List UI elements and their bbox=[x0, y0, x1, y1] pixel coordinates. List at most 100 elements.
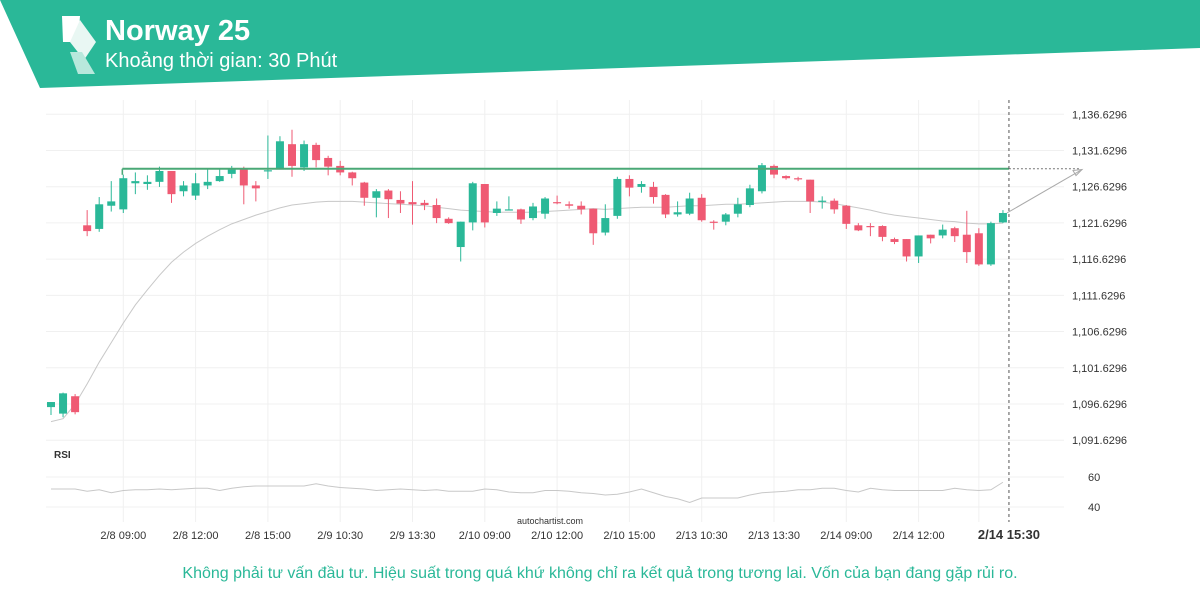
y-tick-label: 1,131.6296 bbox=[1072, 145, 1127, 157]
candle-body bbox=[155, 170, 164, 182]
candle-body bbox=[71, 396, 80, 413]
x-tick-label: 2/14 09:00 bbox=[820, 530, 872, 542]
page-title: Norway 25 bbox=[105, 15, 251, 47]
candle-body bbox=[637, 184, 646, 187]
candle-body bbox=[649, 186, 658, 198]
candle-body bbox=[998, 212, 1007, 223]
candle-body bbox=[143, 181, 152, 185]
x-tick-label: 2/8 12:00 bbox=[173, 530, 219, 542]
candle-body bbox=[227, 169, 236, 174]
candle-body bbox=[179, 185, 188, 192]
x-axis: 2/8 09:00 2/8 12:00 2/8 15:00 2/9 10:30 2/9 … bbox=[100, 527, 1040, 542]
projection-arrowhead-icon bbox=[1072, 168, 1084, 177]
x-tick-label: 2/10 12:00 bbox=[531, 530, 583, 542]
y-axis: 1,136.6296 1,131.6296 1,126.6296 1,121.6296… bbox=[1072, 109, 1127, 447]
candle-body bbox=[890, 239, 899, 242]
candle-body bbox=[203, 181, 212, 186]
moving-average-line bbox=[50, 200, 1003, 423]
candle-body bbox=[300, 144, 309, 168]
candle-body bbox=[251, 185, 260, 189]
candle-body bbox=[950, 228, 959, 237]
candle-body bbox=[384, 190, 393, 200]
header-banner: Norway 25 Khoảng thời gian: 30 Phút bbox=[0, 0, 1200, 90]
candle-body bbox=[938, 229, 947, 236]
candle-body bbox=[745, 188, 754, 206]
candle-body bbox=[986, 223, 995, 265]
candle-body bbox=[541, 198, 550, 214]
candlestick-series bbox=[47, 129, 1007, 418]
candle-body bbox=[589, 208, 598, 234]
header-background bbox=[0, 0, 1200, 88]
y-tick-label: 1,106.6296 bbox=[1072, 327, 1127, 339]
candle-body bbox=[625, 178, 634, 188]
candle-body bbox=[119, 178, 128, 210]
candle-body bbox=[685, 198, 694, 214]
candle-body bbox=[59, 393, 68, 414]
candle-body bbox=[348, 172, 357, 179]
y-tick-label: 1,121.6296 bbox=[1072, 218, 1127, 230]
candle-body bbox=[818, 200, 827, 202]
candle-body bbox=[914, 235, 923, 257]
rsi-tick-label: 40 bbox=[1088, 502, 1100, 514]
chart-overlays bbox=[121, 100, 1084, 522]
candle-body bbox=[733, 204, 742, 214]
candle-body bbox=[974, 233, 983, 265]
candle-body bbox=[408, 202, 417, 205]
candle-body bbox=[673, 212, 682, 215]
y-tick-label: 1,116.6296 bbox=[1072, 254, 1126, 266]
candle-body bbox=[757, 165, 766, 192]
y-tick-label: 1,101.6296 bbox=[1072, 363, 1127, 375]
x-tick-label: 2/8 15:00 bbox=[245, 530, 291, 542]
candle-body bbox=[782, 176, 791, 179]
candle-body bbox=[312, 144, 321, 161]
candle-body bbox=[444, 218, 453, 224]
x-tick-label: 2/10 09:00 bbox=[459, 530, 511, 542]
candle-body bbox=[516, 209, 525, 220]
x-tick-label: 2/13 10:30 bbox=[676, 530, 728, 542]
candle-body bbox=[432, 205, 441, 219]
x-tick-label: 2/10 15:00 bbox=[603, 530, 655, 542]
candle-body bbox=[613, 178, 622, 216]
rsi-tick-label: 60 bbox=[1088, 472, 1100, 484]
candle-body bbox=[191, 183, 200, 196]
candle-body bbox=[372, 191, 381, 198]
candle-body bbox=[721, 214, 730, 222]
projection-line bbox=[1006, 169, 1083, 214]
candle-body bbox=[553, 202, 562, 204]
candle-body bbox=[47, 402, 55, 408]
candle-body bbox=[83, 225, 92, 232]
candle-body bbox=[830, 200, 839, 210]
candle-body bbox=[842, 205, 851, 224]
candle-body bbox=[396, 199, 405, 204]
candle-body bbox=[794, 178, 803, 180]
chart-gridlines bbox=[46, 100, 1064, 522]
candle-body bbox=[275, 141, 284, 170]
candle-body bbox=[324, 157, 333, 167]
candle-body bbox=[902, 239, 911, 257]
rsi-line bbox=[51, 481, 1004, 504]
candle-body bbox=[215, 176, 224, 182]
rsi-label: RSI bbox=[54, 450, 71, 461]
current-time-label: 2/14 15:30 bbox=[978, 527, 1040, 542]
candle-body bbox=[239, 169, 248, 186]
candle-body bbox=[601, 218, 610, 233]
candle-body bbox=[468, 183, 477, 223]
y-tick-label: 1,111.6296 bbox=[1072, 290, 1125, 302]
candle-body bbox=[288, 144, 296, 166]
candle-body bbox=[131, 181, 140, 184]
x-tick-label: 2/13 13:30 bbox=[748, 530, 800, 542]
candle-body bbox=[577, 205, 586, 210]
candle-body bbox=[565, 204, 574, 206]
x-tick-label: 2/9 13:30 bbox=[390, 530, 436, 542]
candle-body bbox=[420, 202, 429, 206]
autochartist-logo-icon bbox=[62, 16, 96, 74]
candle-body bbox=[504, 209, 513, 211]
candle-body bbox=[480, 184, 489, 223]
candle-body bbox=[492, 208, 501, 213]
candle-body bbox=[962, 234, 971, 253]
disclaimer-text: Không phải tư vấn đầu tư. Hiệu suất tron… bbox=[182, 565, 1018, 582]
x-tick-label: 2/14 12:00 bbox=[893, 530, 945, 542]
candle-body bbox=[866, 226, 875, 228]
candle-body bbox=[854, 225, 863, 231]
moving-average-series bbox=[50, 200, 1003, 423]
